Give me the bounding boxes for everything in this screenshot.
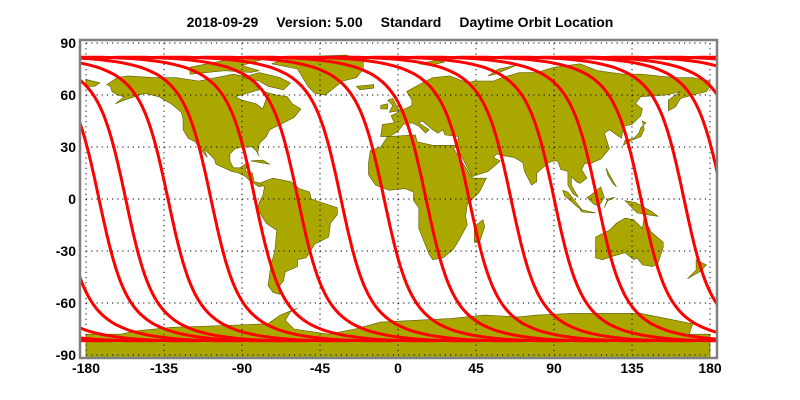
- landmass-africa: [368, 134, 487, 261]
- orbit-track-7: [774, 57, 800, 341]
- landmass-ireland: [380, 103, 388, 110]
- title-date: 2018-09-29: [186, 14, 259, 30]
- gridlines: [85, 42, 711, 356]
- orbit-track-3: [81, 61, 359, 343]
- y-tick-label: -30: [56, 243, 76, 259]
- landmass-baffin: [241, 72, 292, 91]
- orbit-track-10: [278, 55, 660, 343]
- orbit-track-1: [532, 55, 716, 174]
- x-tick-label: 0: [394, 360, 402, 376]
- landmass-great-britain: [387, 98, 401, 113]
- landmass-philippines: [605, 167, 617, 188]
- landmass-australia: [595, 217, 664, 267]
- x-tick-label: 90: [546, 360, 562, 376]
- orbit-track-6: [731, 57, 800, 341]
- orbit-track-14: [450, 55, 716, 334]
- orbit-track-6: [107, 55, 489, 343]
- orbit-track-2: [81, 79, 317, 343]
- orbit-track-7: [150, 55, 532, 343]
- orbit-track-15: [81, 275, 251, 343]
- x-tick-label: 180: [698, 360, 722, 376]
- orbit-track-5: [81, 55, 446, 343]
- orbit-track-10: [0, 57, 36, 341]
- map-frame: [78, 38, 719, 360]
- landmass-sumatra: [562, 189, 582, 210]
- y-tick-label: 0: [68, 191, 76, 207]
- y-tick-label: 60: [60, 87, 76, 103]
- orbit-track-4: [81, 56, 402, 343]
- x-tick-label: 135: [620, 360, 644, 376]
- landmass-north-america: [106, 73, 302, 188]
- orbit-track-9: [235, 55, 617, 343]
- y-tick-label: -90: [56, 347, 76, 363]
- y-tick-label: 30: [60, 139, 76, 155]
- title-product: Standard: [380, 14, 442, 30]
- orbit-track-4: [644, 55, 716, 61]
- landmass-sulawesi: [604, 197, 615, 208]
- orbit-track-11: [320, 55, 702, 343]
- orbit-track-1: [81, 121, 290, 343]
- x-tick-label: -135: [150, 360, 178, 376]
- x-tick-label: -90: [232, 360, 252, 376]
- orbit-track-13: [406, 55, 716, 341]
- landmass-java: [579, 208, 596, 214]
- orbit-track-12: [363, 55, 716, 343]
- x-tick-label: -180: [72, 360, 100, 376]
- title-subtitle: Daytime Orbit Location: [459, 14, 614, 30]
- x-tick-label: 45: [468, 360, 484, 376]
- orbit-track-8: [193, 55, 576, 343]
- landmass-cuba: [250, 159, 270, 165]
- axis-ticks: -180 -135 -90 -45 0 45 90 135 180 90 60 30 0 -30 -60 -9…: [56, 35, 722, 376]
- title-version: Version: 5.00: [276, 14, 363, 30]
- landmass-chukotka: [85, 79, 101, 87]
- orbit-tracks: [0, 55, 800, 343]
- landmass-iceland: [355, 84, 375, 91]
- landmass-japan: [622, 120, 647, 146]
- landmass-new-zealand: [687, 259, 708, 279]
- chart-title: 2018-09-29 Version: 5.00 Standard Daytime O…: [0, 14, 800, 30]
- landmass-south-america: [257, 177, 338, 295]
- y-tick-label: 90: [60, 35, 76, 51]
- land-layer: [85, 54, 711, 357]
- y-tick-label: -60: [56, 295, 76, 311]
- x-tick-label: -45: [310, 360, 330, 376]
- orbit-track-15: [493, 55, 716, 306]
